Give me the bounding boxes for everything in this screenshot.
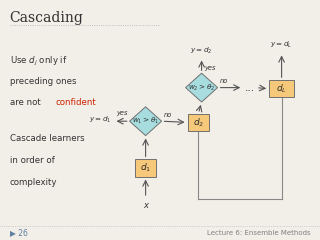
Text: ...: ... bbox=[245, 83, 255, 93]
FancyBboxPatch shape bbox=[269, 80, 294, 97]
Polygon shape bbox=[130, 107, 162, 136]
Text: preceding ones: preceding ones bbox=[10, 77, 76, 86]
Text: complexity: complexity bbox=[10, 178, 57, 187]
Text: yes: yes bbox=[116, 110, 128, 116]
FancyBboxPatch shape bbox=[135, 159, 156, 177]
FancyBboxPatch shape bbox=[188, 114, 209, 131]
Text: Use $d_j$ only if: Use $d_j$ only if bbox=[10, 55, 67, 68]
Text: $d_2$: $d_2$ bbox=[193, 116, 204, 129]
Polygon shape bbox=[186, 73, 218, 102]
Text: Cascade learners: Cascade learners bbox=[10, 134, 84, 144]
Text: $w_2 {>} \theta_2$: $w_2 {>} \theta_2$ bbox=[188, 83, 215, 93]
Text: yes: yes bbox=[204, 65, 216, 71]
Text: $w_1 {>} \theta_1$: $w_1 {>} \theta_1$ bbox=[132, 116, 159, 126]
Text: $y{=}d_1$: $y{=}d_1$ bbox=[89, 115, 112, 125]
Text: x: x bbox=[143, 201, 148, 210]
Text: $y{=}d_L$: $y{=}d_L$ bbox=[270, 40, 293, 50]
Text: Lecture 6: Ensemble Methods: Lecture 6: Ensemble Methods bbox=[207, 230, 310, 236]
Text: confident: confident bbox=[56, 98, 97, 108]
Text: in order of: in order of bbox=[10, 156, 54, 165]
Text: $d_L$: $d_L$ bbox=[276, 83, 287, 95]
Text: no: no bbox=[164, 112, 172, 118]
Text: no: no bbox=[220, 78, 228, 84]
Text: $d_1$: $d_1$ bbox=[140, 162, 151, 174]
Text: are not: are not bbox=[10, 98, 43, 108]
Text: ▶ 26: ▶ 26 bbox=[10, 228, 28, 237]
Text: Cascading: Cascading bbox=[10, 11, 84, 25]
Text: $y{=}d_2$: $y{=}d_2$ bbox=[190, 46, 213, 56]
